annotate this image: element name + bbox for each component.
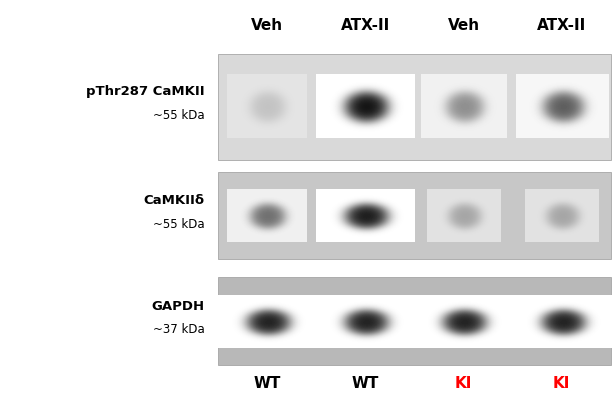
Text: KI: KI	[455, 376, 472, 391]
Text: ATX-II: ATX-II	[341, 18, 390, 34]
Text: WT: WT	[352, 376, 379, 391]
Text: GAPDH: GAPDH	[151, 300, 204, 312]
Text: KI: KI	[553, 376, 570, 391]
Bar	[218, 172, 611, 259]
Text: ~55 kDa: ~55 kDa	[153, 218, 204, 231]
Text: Veh: Veh	[251, 18, 283, 34]
Bar	[218, 54, 611, 160]
Text: ~55 kDa: ~55 kDa	[153, 109, 204, 122]
Text: WT: WT	[254, 376, 281, 391]
Bar	[218, 277, 611, 365]
Text: ~37 kDa: ~37 kDa	[153, 324, 204, 336]
Text: CaMKIIδ: CaMKIIδ	[143, 194, 204, 207]
Text: pThr287 CaMKII: pThr287 CaMKII	[86, 85, 204, 98]
Text: ATX-II: ATX-II	[537, 18, 586, 34]
Text: Veh: Veh	[448, 18, 480, 34]
